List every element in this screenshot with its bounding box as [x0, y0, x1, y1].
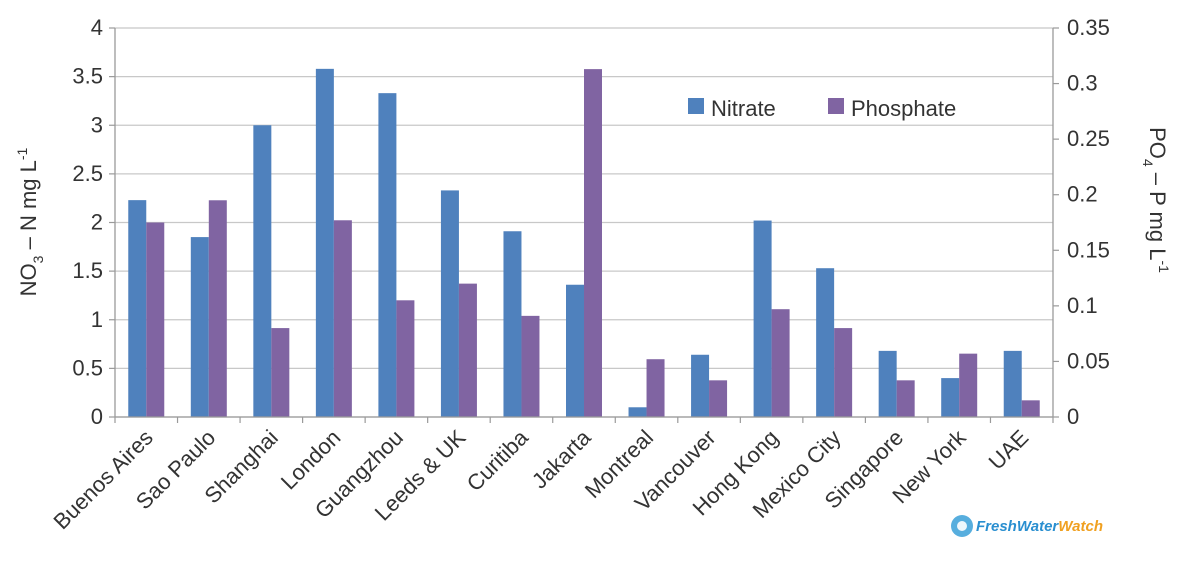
logo-text: FreshWaterWatch [976, 518, 1103, 535]
bar-nitrate [753, 220, 772, 417]
bar-nitrate [691, 354, 710, 417]
legend-label-phosphate: Phosphate [851, 96, 956, 121]
bar-nitrate [628, 407, 647, 417]
bar-phosphate [521, 315, 540, 417]
bar-phosphate [834, 328, 853, 417]
bar-phosphate [584, 69, 602, 417]
bar-nitrate [816, 268, 835, 417]
bar-phosphate [271, 328, 290, 417]
y2-tick-label: 0.1 [1067, 293, 1098, 318]
y-tick-label: 4 [91, 15, 103, 40]
y-tick-label: 3.5 [72, 64, 103, 89]
y2-tick-label: 0.05 [1067, 348, 1110, 373]
y-tick-label: 1 [91, 307, 103, 332]
y2-tick-label: 0 [1067, 404, 1079, 429]
axes [114, 28, 1054, 423]
y2-tick-label: 0.25 [1067, 126, 1110, 151]
bar-phosphate [709, 380, 728, 417]
bar-phosphate [1021, 400, 1040, 417]
bar-phosphate [333, 220, 352, 417]
y-axis-ticks: 0 0.5 1 1.5 2 2.5 3 3.5 4 [72, 15, 115, 429]
x-tick-label: Curitiba [462, 424, 534, 496]
bar-nitrate [878, 350, 897, 417]
bar-nitrate [378, 93, 397, 417]
legend-swatch-nitrate [688, 98, 704, 114]
legend: Nitrate Phosphate [688, 96, 956, 121]
bar-phosphate [396, 300, 415, 417]
y-tick-label: 2.5 [72, 161, 103, 186]
bar-nitrate [128, 200, 147, 417]
y2-tick-label: 0.2 [1067, 182, 1098, 207]
y2-tick-label: 0.15 [1067, 237, 1110, 262]
y2-axis-ticks: 0 0.05 0.1 0.15 0.2 0.25 0.3 0.35 [1053, 15, 1110, 429]
x-tick-label: UAE [984, 425, 1034, 475]
legend-label-nitrate: Nitrate [711, 96, 776, 121]
bar-phosphate [208, 200, 227, 417]
y-tick-label: 0.5 [72, 355, 103, 380]
y-tick-label: 2 [91, 210, 103, 235]
y2-tick-label: 0.3 [1067, 71, 1098, 96]
bar-nitrate [253, 125, 272, 417]
bar-nitrate [503, 231, 522, 417]
legend-swatch-phosphate [828, 98, 844, 114]
bar-nitrate [566, 284, 584, 417]
y-tick-label: 3 [91, 112, 103, 137]
y-axis-title: NO3 – N mg L-1 [14, 147, 46, 296]
x-tick-label: Buenos Aires [48, 425, 157, 534]
bar-phosphate [458, 283, 477, 417]
y-tick-label: 0 [91, 404, 103, 429]
freshwaterwatch-logo: FreshWaterWatch [951, 515, 1103, 537]
bar-nitrate [941, 378, 960, 417]
bar-phosphate [896, 380, 915, 417]
bar-nitrate [1003, 350, 1022, 417]
bars [128, 68, 1040, 417]
bar-phosphate [959, 353, 978, 417]
bar-nitrate [315, 68, 334, 417]
y2-tick-label: 0.35 [1067, 15, 1110, 40]
bar-phosphate [646, 359, 665, 417]
y2-axis-title: PO4 – P mg L-1 [1140, 127, 1172, 273]
bar-phosphate [771, 309, 790, 417]
y-tick-label: 1.5 [72, 258, 103, 283]
bar-nitrate [440, 190, 459, 417]
bar-phosphate [146, 222, 165, 417]
bar-nitrate [190, 237, 209, 417]
